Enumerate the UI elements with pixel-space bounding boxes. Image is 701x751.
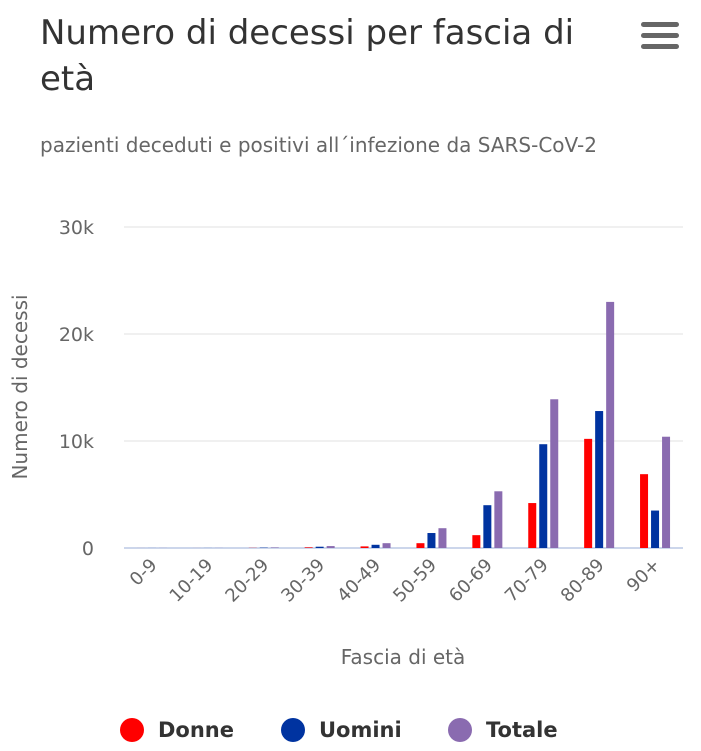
bar-totale-80-89[interactable] <box>606 301 615 548</box>
bar-donne-30-39[interactable] <box>304 547 313 548</box>
x-tick-label: 20-29 <box>221 555 273 607</box>
menu-line <box>641 44 679 49</box>
x-tick-label: 90+ <box>623 555 665 597</box>
x-tick-label: 50-59 <box>389 555 441 607</box>
legend-marker-uomini <box>281 718 305 742</box>
chart-subtitle: pazienti deceduti e positivi all´infezio… <box>40 133 597 157</box>
legend: Donne Uomini Totale <box>0 712 701 748</box>
bar-totale-90+[interactable] <box>662 436 671 548</box>
legend-label-uomini: Uomini <box>319 718 402 742</box>
x-tick-label: 10-19 <box>166 555 218 607</box>
menu-line <box>641 22 679 27</box>
x-tick-label: 30-39 <box>277 555 329 607</box>
bar-donne-50-59[interactable] <box>416 543 425 548</box>
x-tick-label: 40-49 <box>333 555 385 607</box>
legend-item-uomini[interactable]: Uomini <box>281 712 402 748</box>
x-tick-label: 70-79 <box>501 555 553 607</box>
chart-title: Numero di decessi per fascia di età <box>40 13 575 99</box>
legend-marker-totale <box>448 718 472 742</box>
y-tick-label: 10k <box>59 431 94 453</box>
bar-totale-30-39[interactable] <box>326 546 335 548</box>
bar-totale-40-49[interactable] <box>382 543 391 548</box>
menu-line <box>641 33 679 38</box>
y-tick-label: 0 <box>82 538 94 560</box>
bar-donne-60-69[interactable] <box>472 535 481 548</box>
hamburger-menu-icon[interactable] <box>641 22 679 50</box>
bar-uomini-40-49[interactable] <box>371 544 380 548</box>
bar-totale-50-59[interactable] <box>438 528 447 548</box>
bar-chart: 0 10k 20k 30k 0-9 10-19 20-29 30-39 40-49 50-59 6… <box>8 217 683 669</box>
x-tick-label: 80-89 <box>557 555 609 607</box>
y-axis-tick-labels: 0 10k 20k 30k <box>59 217 94 560</box>
legend-label-totale: Totale <box>486 718 558 742</box>
bar-uomini-80-89[interactable] <box>595 411 604 548</box>
bar-uomini-70-79[interactable] <box>539 444 548 548</box>
legend-item-totale[interactable]: Totale <box>448 712 558 748</box>
bar-uomini-90+[interactable] <box>651 510 660 548</box>
legend-marker-donne <box>120 718 144 742</box>
bar-donne-70-79[interactable] <box>528 503 537 548</box>
bar-donne-40-49[interactable] <box>360 546 369 548</box>
bar-donne-80-89[interactable] <box>584 438 593 548</box>
bar-uomini-50-59[interactable] <box>427 533 436 548</box>
x-axis-label: Fascia di età <box>341 645 466 669</box>
bar-totale-60-69[interactable] <box>494 491 503 548</box>
legend-item-donne[interactable]: Donne <box>120 712 234 748</box>
bars <box>136 301 671 548</box>
x-tick-label: 0-9 <box>126 555 162 591</box>
y-tick-label: 30k <box>59 217 94 239</box>
bar-uomini-30-39[interactable] <box>315 546 324 548</box>
bar-donne-90+[interactable] <box>640 474 649 548</box>
bar-totale-70-79[interactable] <box>550 399 559 548</box>
y-tick-label: 20k <box>59 324 94 346</box>
x-axis-tick-labels: 0-9 10-19 20-29 30-39 40-49 50-59 60-69 70-79 80… <box>126 555 665 607</box>
x-tick-label: 60-69 <box>445 555 497 607</box>
bar-uomini-60-69[interactable] <box>483 505 492 548</box>
legend-label-donne: Donne <box>158 718 235 742</box>
y-axis-label: Numero di decessi <box>8 294 32 479</box>
